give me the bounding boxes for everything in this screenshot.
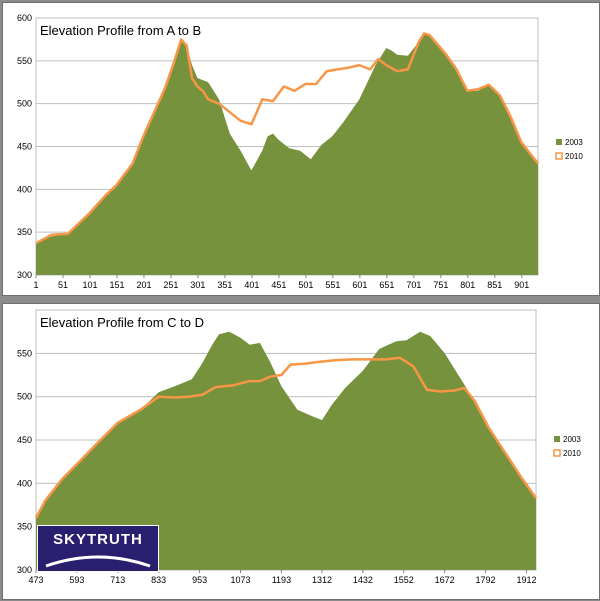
logo-arc-icon: [45, 555, 151, 568]
x-tick-label: 451: [271, 280, 286, 290]
x-tick-label: 473: [28, 575, 43, 585]
legend-label-2010: 2010: [563, 449, 581, 458]
chart-title: Elevation Profile from C to D: [40, 315, 204, 330]
logo-text: SKYTRUTH: [53, 531, 143, 548]
x-tick-label: 1792: [476, 575, 496, 585]
chart-panel-c-to-d: 300 350 400 450 500 550 473 593 713 833 953 1073 119…: [2, 303, 600, 600]
chart-title: Elevation Profile from A to B: [40, 23, 201, 38]
x-tick-label: 833: [151, 575, 166, 585]
x-tick-label: 101: [82, 280, 97, 290]
y-tick-label: 500: [17, 392, 32, 402]
legend-label-2003: 2003: [565, 138, 583, 147]
x-tick-label: 151: [109, 280, 124, 290]
x-tick-label: 1672: [435, 575, 455, 585]
x-tick-label: 1193: [272, 575, 291, 585]
x-tick-label: 1073: [230, 575, 250, 585]
y-tick-label: 400: [17, 184, 32, 194]
x-tick-label: 593: [69, 575, 84, 585]
x-tick-label: 851: [487, 280, 502, 290]
skytruth-logo: SKYTRUTH: [37, 525, 159, 572]
legend-swatch-2003: [556, 139, 562, 145]
y-tick-label: 550: [17, 56, 32, 66]
legend-label-2010: 2010: [565, 152, 583, 161]
x-tick-label: 651: [379, 280, 394, 290]
x-tick-label: 1912: [516, 575, 536, 585]
legend-swatch-2010: [553, 449, 561, 457]
series-2010-line: [34, 356, 538, 519]
y-tick-label: 300: [17, 565, 32, 575]
y-tick-label: 350: [17, 522, 32, 532]
legend-swatch-2010: [555, 152, 563, 160]
x-tick-label: 251: [163, 280, 178, 290]
series-2003-area: [36, 33, 538, 276]
x-tick-label: 551: [325, 280, 340, 290]
y-tick-label: 600: [17, 13, 32, 23]
x-tick-label: 401: [244, 280, 259, 290]
series-2010-line: [35, 32, 539, 245]
x-tick-label: 801: [460, 280, 475, 290]
y-tick-label: 350: [17, 227, 32, 237]
x-tick-label: 301: [190, 280, 205, 290]
x-tick-label: 751: [433, 280, 448, 290]
y-tick-label: 500: [17, 99, 32, 109]
y-tick-label: 300: [17, 270, 32, 280]
x-tick-label: 953: [192, 575, 207, 585]
x-tick-label: 51: [58, 280, 68, 290]
legend-label-2003: 2003: [563, 435, 581, 444]
x-tick-label: 901: [514, 280, 529, 290]
legend-swatch-2003: [554, 436, 560, 442]
x-tick-label: 351: [217, 280, 232, 290]
x-tick-label: 601: [352, 280, 367, 290]
y-tick-label: 550: [17, 348, 32, 358]
x-tick-label: 201: [136, 280, 151, 290]
y-tick-label: 450: [17, 435, 32, 445]
x-tick-label: 1432: [353, 575, 373, 585]
y-tick-label: 450: [17, 142, 32, 152]
y-tick-label: 400: [17, 478, 32, 488]
x-tick-label: 1: [33, 280, 38, 290]
x-tick-label: 1552: [394, 575, 414, 585]
x-tick-label: 501: [298, 280, 313, 290]
x-tick-label: 713: [110, 575, 125, 585]
series-2003-area: [36, 331, 536, 570]
x-tick-label: 701: [406, 280, 421, 290]
chart-panel-a-to-b: 300 350 400 450 500 550 600 1 51 101 151 201 251 301 3…: [2, 2, 600, 296]
x-tick-label: 1312: [312, 575, 332, 585]
